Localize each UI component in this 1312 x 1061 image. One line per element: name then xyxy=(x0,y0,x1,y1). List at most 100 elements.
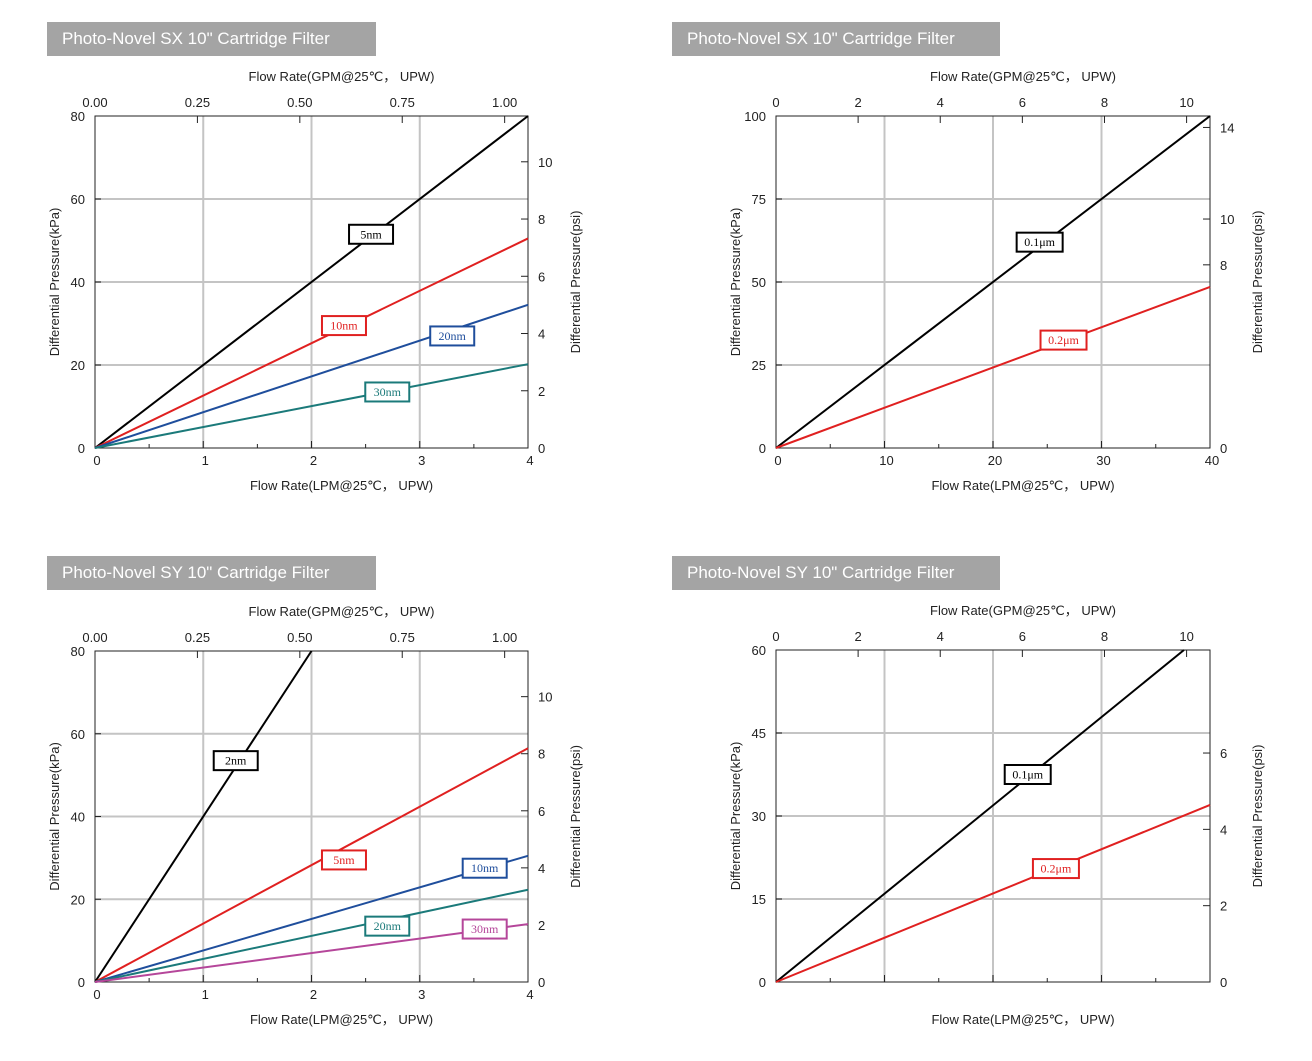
sx-um-y2-axis-title: Differential Pressure(psi) xyxy=(1250,211,1265,354)
sx-nm-ytick-label: 40 xyxy=(71,275,85,290)
sy-um-y2tick-label: 6 xyxy=(1220,746,1227,761)
sy-um-x-axis-title: Flow Rate(LPM@25℃， UPW) xyxy=(931,1012,1114,1027)
sx-nm-y2tick-label: 2 xyxy=(538,384,545,399)
sy-nm-series-label: 10nm xyxy=(471,861,499,875)
sy-nm-xtick-label: 4 xyxy=(526,987,533,1002)
sx-nm-y2tick-label: 4 xyxy=(538,327,545,342)
sx-nm-y2-axis-title: Differential Pressure(psi) xyxy=(568,211,583,354)
sy-nm-x2tick-label: 0.50 xyxy=(287,630,312,645)
sx-um-y-axis-title: Differential Pressure(kPa) xyxy=(728,208,743,357)
sx-um-x2-axis-title: Flow Rate(GPM@25℃， UPW) xyxy=(930,69,1116,84)
sy-um-x2tick-label: 10 xyxy=(1179,629,1193,644)
sy-nm-series-label: 30nm xyxy=(471,922,499,936)
sy-um-series-line xyxy=(775,649,1185,983)
sx-um-y2tick-label: 14 xyxy=(1220,120,1234,135)
sy-nm-xtick-label: 0 xyxy=(93,987,100,1002)
sy-um-y2-axis-title: Differential Pressure(psi) xyxy=(1250,745,1265,888)
sy-um-x2tick-label: 2 xyxy=(855,629,862,644)
sy-um-ytick-label: 0 xyxy=(759,975,766,990)
sx-um-y2tick-label: 8 xyxy=(1220,258,1227,273)
sy-nm-series-line xyxy=(94,650,313,983)
sx-um-ytick-label: 100 xyxy=(744,109,766,124)
sx-nm-x2-axis-title: Flow Rate(GPM@25℃， UPW) xyxy=(249,69,435,84)
sx-nm-xtick-label: 1 xyxy=(202,453,209,468)
sx-um-x2tick-label: 10 xyxy=(1179,95,1193,110)
sy-nm-x2tick-label: 0.00 xyxy=(82,630,107,645)
sy-um-ytick-label: 15 xyxy=(752,892,766,907)
sx-um-x2tick-label: 2 xyxy=(855,95,862,110)
sx-nm-ytick-label: 20 xyxy=(71,358,85,373)
sx-nm-y2tick-label: 10 xyxy=(538,155,552,170)
sy-nm-ytick-label: 40 xyxy=(71,810,85,825)
sx-um-xtick-label: 40 xyxy=(1205,453,1219,468)
sx-um-xtick-label: 10 xyxy=(879,453,893,468)
sx-um-x2tick-label: 8 xyxy=(1101,95,1108,110)
sx-um-series-label: 0.1μm xyxy=(1024,235,1055,249)
sy-um-series-label: 0.1μm xyxy=(1012,768,1043,782)
sy-um-ytick-label: 30 xyxy=(752,809,766,824)
sx-nm-series-label: 20nm xyxy=(439,329,467,343)
sy-nm-x2-axis-title: Flow Rate(GPM@25℃， UPW) xyxy=(249,604,435,619)
sx-um-xtick-label: 0 xyxy=(774,453,781,468)
sy-nm-x2tick-label: 1.00 xyxy=(492,630,517,645)
sx-um-series-label: 0.2μm xyxy=(1048,333,1079,347)
sy-um-x2tick-label: 0 xyxy=(772,629,779,644)
sx-nm-y2tick-label: 0 xyxy=(538,441,545,456)
sy-um-x2tick-label: 4 xyxy=(937,629,944,644)
sy-nm-series-label-box xyxy=(461,857,508,879)
sx-um-series-line xyxy=(775,115,1211,449)
sx-nm-y-axis-title: Differential Pressure(kPa) xyxy=(47,208,62,357)
sx-nm-series-label-box xyxy=(429,325,476,347)
sy-nm-y2tick-label: 2 xyxy=(538,918,545,933)
sy-nm-y2tick-label: 8 xyxy=(538,747,545,762)
sx-nm-x2tick-label: 0.00 xyxy=(82,95,107,110)
sx-nm-y2tick-label: 6 xyxy=(538,269,545,284)
sy-um-ytick-label: 45 xyxy=(752,726,766,741)
sx-um-x2tick-label: 0 xyxy=(772,95,779,110)
sx-nm-x-axis-title: Flow Rate(LPM@25℃， UPW) xyxy=(250,478,433,493)
sx-nm-x2tick-label: 1.00 xyxy=(492,95,517,110)
sy-nm-ytick-label: 0 xyxy=(78,975,85,990)
sx-um-ytick-label: 0 xyxy=(759,441,766,456)
sx-nm-xtick-label: 4 xyxy=(526,453,533,468)
sx-nm-y2tick-label: 8 xyxy=(538,212,545,227)
sx-nm-series-label-box xyxy=(320,315,367,337)
sx-um-xtick-label: 20 xyxy=(988,453,1002,468)
sx-um-xtick-label: 30 xyxy=(1096,453,1110,468)
sx-nm-x2tick-label: 0.25 xyxy=(185,95,210,110)
sy-nm-xtick-label: 3 xyxy=(418,987,425,1002)
sy-um-y2tick-label: 2 xyxy=(1220,899,1227,914)
sx-nm-series-line xyxy=(94,115,529,449)
sy-nm-series-label: 20nm xyxy=(374,919,402,933)
sy-nm-series-label-box xyxy=(364,915,411,937)
sy-nm-y2tick-label: 10 xyxy=(538,690,552,705)
sx-nm-series-label-box xyxy=(348,223,395,245)
sy-um-series-label-box xyxy=(1003,764,1052,785)
sx-nm-series-label: 30nm xyxy=(374,385,402,399)
sy-um-x2tick-label: 8 xyxy=(1101,629,1108,644)
sy-nm-series-label-box xyxy=(320,849,367,871)
sx-um-x-axis-title: Flow Rate(LPM@25℃， UPW) xyxy=(931,478,1114,493)
sx-um-series-line xyxy=(775,286,1211,449)
sy-nm-series-line xyxy=(94,888,529,983)
sy-nm-ytick-label: 20 xyxy=(71,892,85,907)
sx-um-ytick-label: 50 xyxy=(752,275,766,290)
sy-nm-series-label-box xyxy=(461,918,508,940)
sx-um-y2tick-label: 0 xyxy=(1220,441,1227,456)
sx-nm-x2tick-label: 0.50 xyxy=(287,95,312,110)
sy-nm-xtick-label: 2 xyxy=(310,987,317,1002)
sx-nm-ytick-label: 0 xyxy=(78,441,85,456)
sy-nm-series-line xyxy=(94,747,529,983)
sy-nm-series-line xyxy=(94,923,529,983)
sy-um-y2tick-label: 4 xyxy=(1220,822,1227,837)
sx-um-x2tick-label: 6 xyxy=(1019,95,1026,110)
sy-nm-xtick-label: 1 xyxy=(202,987,209,1002)
sx-nm-series-line xyxy=(94,363,529,449)
sy-um-series-label-box xyxy=(1031,858,1080,880)
sy-nm-x-axis-title: Flow Rate(LPM@25℃， UPW) xyxy=(250,1012,433,1027)
sy-nm-ytick-label: 60 xyxy=(71,727,85,742)
sx-nm-ytick-label: 80 xyxy=(71,109,85,124)
sy-nm-y-axis-title: Differential Pressure(kPa) xyxy=(47,742,62,891)
panel-title-sx-nm: Photo-Novel SX 10" Cartridge Filter xyxy=(47,22,376,56)
